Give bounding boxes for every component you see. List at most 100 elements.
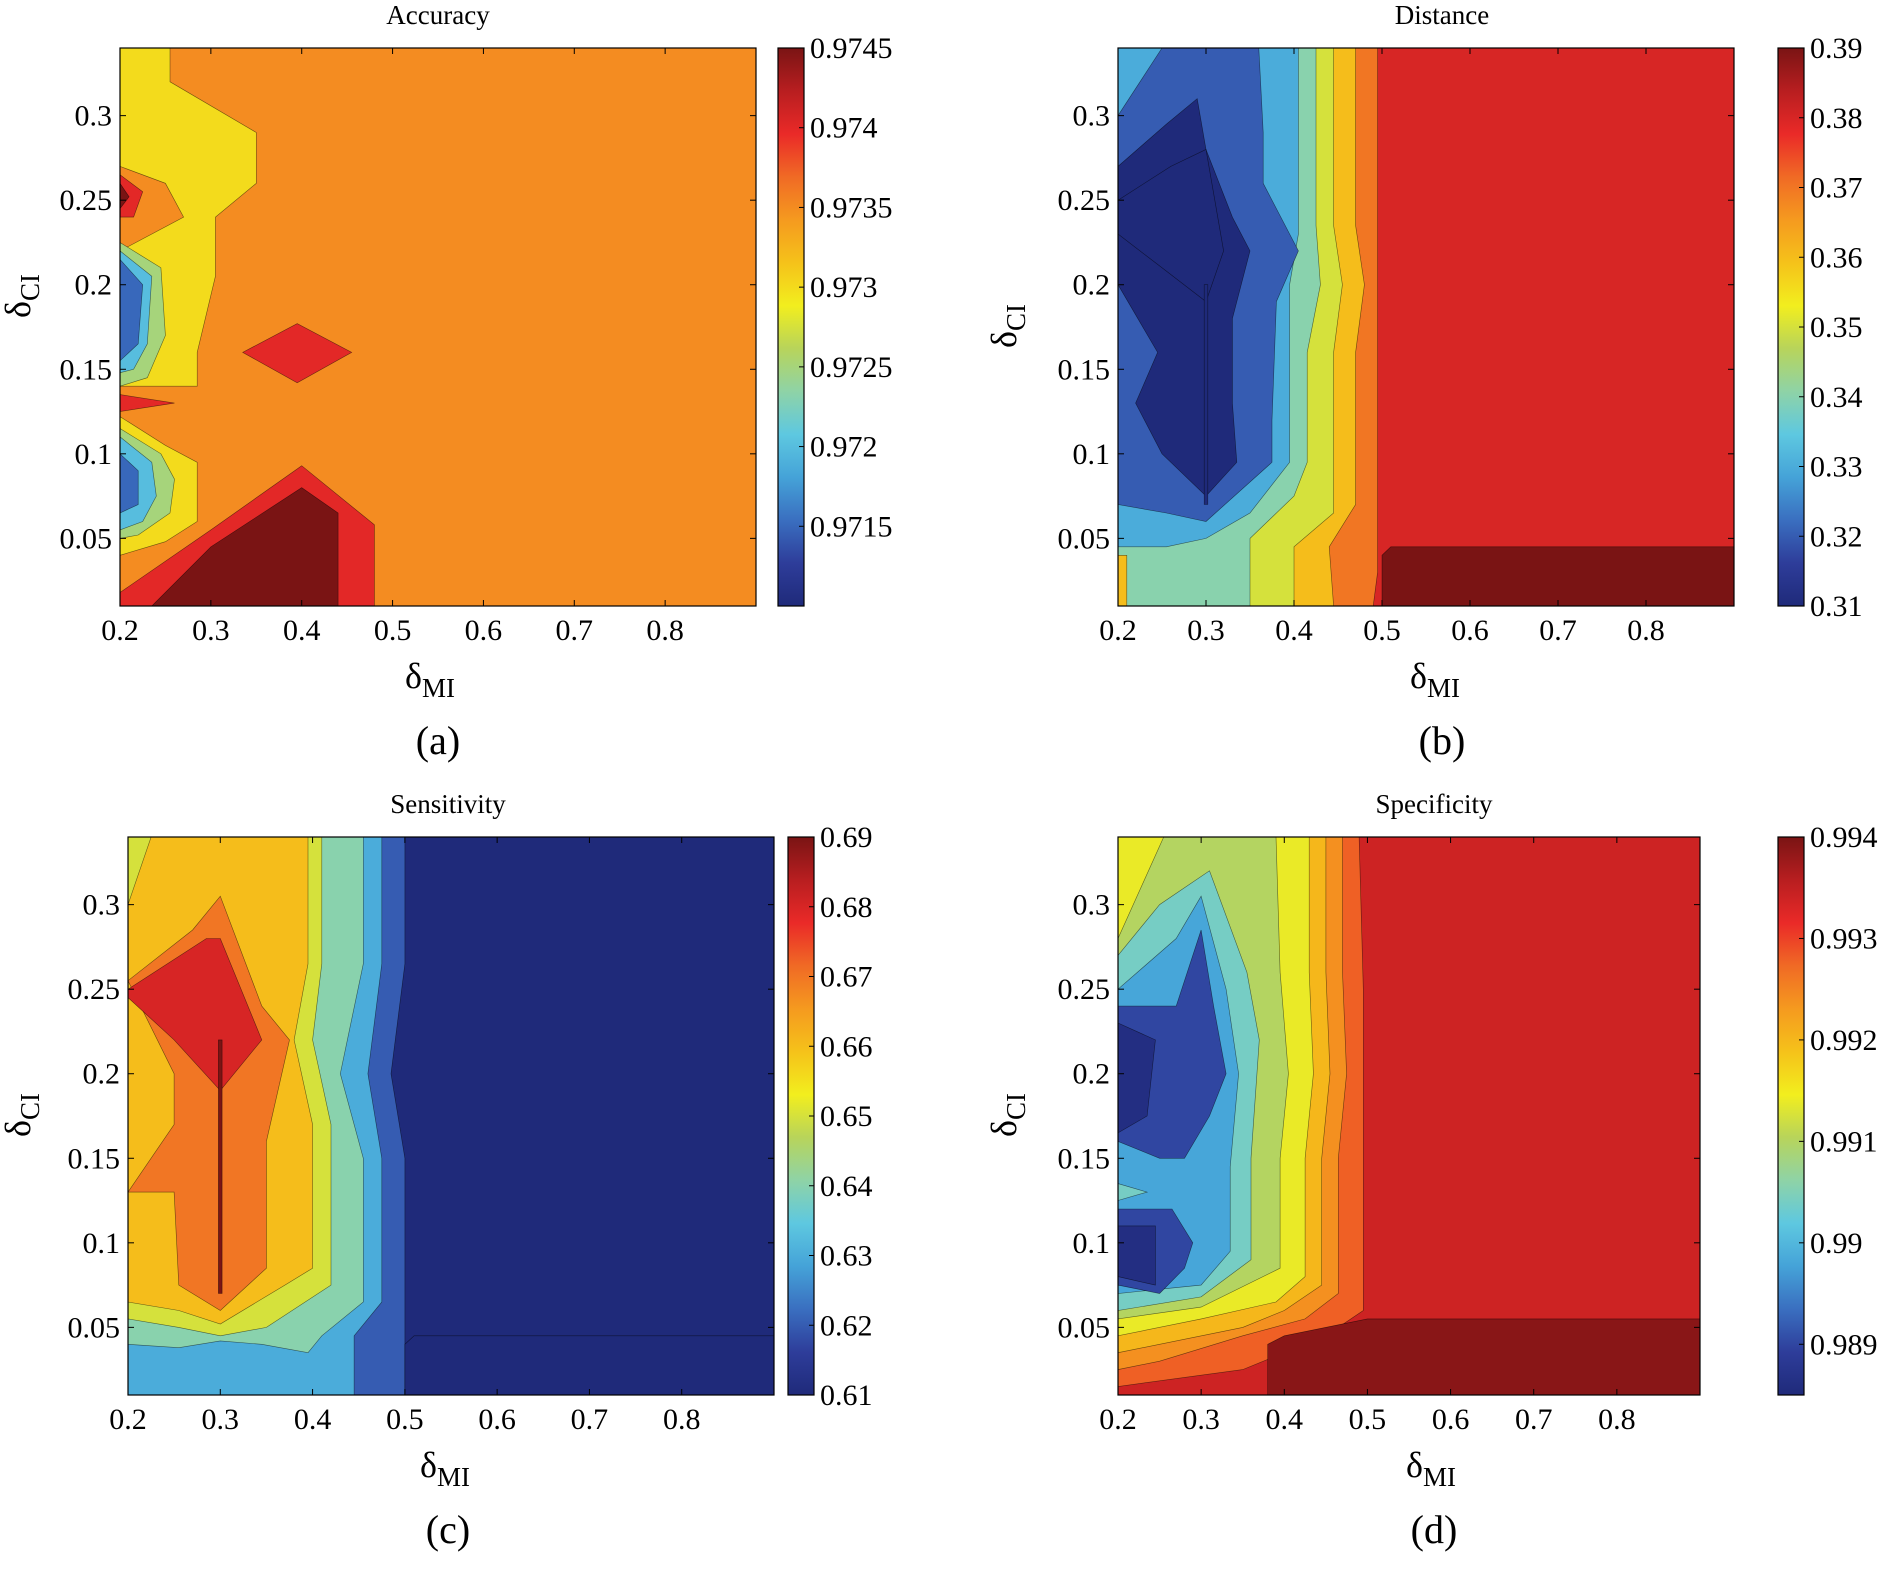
- contour-region-11: [1117, 1225, 1156, 1286]
- x-tick-label: 0.4: [283, 614, 321, 647]
- contour-region-8: [404, 1335, 775, 1396]
- colorbar: 0.9715 0.972 0.9725 0.973 0.9735 0.974 0.9745: [777, 32, 893, 607]
- contour-region-9: [1117, 554, 1128, 607]
- colorbar-tick-label: 0.36: [1810, 241, 1863, 274]
- x-axis-label: δMI: [1410, 656, 1460, 703]
- y-tick-label: 0.1: [1073, 1227, 1111, 1260]
- x-tick-label: 0.5: [1363, 614, 1401, 647]
- plot-frame: [127, 836, 775, 1396]
- contour-region-7: [218, 1039, 223, 1294]
- x-tick-label: 0.6: [465, 614, 503, 647]
- contour-region-10: [1381, 546, 1735, 607]
- contour-region-12: [1267, 1318, 1701, 1396]
- y-tick-label: 0.05: [68, 1311, 121, 1344]
- panel-caption: (c): [426, 1507, 470, 1552]
- colorbar-tick-label: 0.32: [1810, 520, 1863, 553]
- colorbar-tick-label: 0.991: [1810, 1125, 1878, 1158]
- x-tick-label: 0.6: [478, 1403, 516, 1436]
- y-tick-label: 0.15: [1058, 353, 1111, 386]
- chart-title: Distance: [1395, 0, 1489, 30]
- colorbar-tick-label: 0.972: [810, 431, 878, 464]
- x-tick-label: 0.6: [1451, 614, 1489, 647]
- panel-caption: (b): [1419, 718, 1466, 763]
- y-tick-label: 0.3: [1073, 100, 1111, 133]
- y-tick-labels: 0.05 0.1 0.15 0.2 0.25 0.3: [60, 100, 113, 556]
- y-tick-label: 0.05: [60, 522, 113, 555]
- y-tick-label: 0.3: [83, 889, 121, 922]
- sensitivity-chart-svg: Sensitivity 0.2 0.3 0.4 0.5 0.6 0.7 0.8 0.050.…: [0, 789, 873, 1552]
- plot-frame: [1117, 836, 1701, 1396]
- colorbar-tick-label: 0.9725: [810, 351, 893, 384]
- x-tick-labels: 0.2 0.3 0.4 0.5 0.6 0.7 0.8: [1099, 1403, 1635, 1436]
- colorbar: 0.989 0.99 0.991 0.992 0.993 0.994: [1777, 821, 1878, 1396]
- chart-title: Sensitivity: [390, 789, 506, 819]
- x-tick-label: 0.3: [192, 614, 230, 647]
- colorbar: 0.61 0.62 0.63 0.64 0.65 0.66 0.67 0.68 0.69: [787, 821, 873, 1412]
- x-tick-label: 0.3: [202, 1403, 240, 1436]
- colorbar-gradient: [777, 47, 805, 607]
- x-axis-label: δMI: [1406, 1445, 1456, 1492]
- colorbar-tick-label: 0.34: [1810, 381, 1863, 414]
- y-tick-label: 0.25: [68, 973, 121, 1006]
- colorbar-tick-label: 0.64: [820, 1170, 873, 1203]
- chart-title: Accuracy: [386, 0, 490, 30]
- colorbar-tick-label: 0.99: [1810, 1227, 1863, 1260]
- y-tick-labels: 0.05 0.1 0.15 0.2 0.25 0.3: [1058, 889, 1111, 1345]
- x-tick-label: 0.5: [374, 614, 412, 647]
- x-tick-label: 0.4: [1266, 1403, 1304, 1436]
- panel-b-distance: Distance 0.2 0.3 0.4 0.5 0.6 0.7 0.8 0.05 0.1 0.…: [950, 0, 1900, 788]
- contour-plot: [1117, 836, 1701, 1396]
- contour-region-7: [242, 323, 353, 384]
- distance-chart-svg: Distance 0.2 0.3 0.4 0.5 0.6 0.7 0.8 0.050.10.…: [984, 0, 1863, 763]
- colorbar-tick-label: 0.989: [1810, 1328, 1878, 1361]
- contour-region-7: [1117, 149, 1224, 303]
- plot-frame: [119, 47, 757, 607]
- x-tick-label: 0.7: [1539, 614, 1577, 647]
- y-tick-labels: 0.05 0.1 0.15 0.2 0.25 0.3: [68, 889, 121, 1345]
- panel-c-sensitivity: Sensitivity 0.2 0.3 0.4 0.5 0.6 0.7 0.8 0.05 0.…: [0, 789, 950, 1577]
- colorbar-tick-label: 0.35: [1810, 311, 1863, 344]
- x-tick-label: 0.7: [1515, 1403, 1553, 1436]
- colorbar-tick-label: 0.69: [820, 821, 873, 854]
- x-tick-label: 0.2: [101, 614, 139, 647]
- x-tick-label: 0.8: [663, 1403, 701, 1436]
- colorbar-tick-label: 0.66: [820, 1030, 873, 1063]
- colorbar-tick-label: 0.62: [820, 1309, 873, 1342]
- y-axis-label: δCI: [984, 1093, 1031, 1137]
- colorbar-tick-label: 0.992: [1810, 1024, 1878, 1057]
- panel-a-accuracy: Accuracy 0.2 0.3 0.4 0.5 0.6 0.7 0.8 0.05 0.1 0.…: [0, 0, 950, 788]
- y-tick-label: 0.15: [60, 353, 113, 386]
- y-tick-label: 0.2: [1073, 269, 1111, 302]
- y-tick-label: 0.15: [1058, 1142, 1111, 1175]
- colorbar-tick-label: 0.38: [1810, 102, 1863, 135]
- colorbar-tick-label: 0.9715: [810, 510, 893, 543]
- y-tick-label: 0.3: [1073, 889, 1111, 922]
- x-tick-label: 0.4: [294, 1403, 332, 1436]
- x-tick-labels: 0.2 0.3 0.4 0.5 0.6 0.7 0.8: [1099, 614, 1665, 647]
- colorbar-tick-label: 0.67: [820, 961, 873, 994]
- x-axis-label: δMI: [420, 1445, 470, 1492]
- colorbar-tick-label: 0.994: [1810, 821, 1878, 854]
- x-tick-label: 0.8: [1627, 614, 1665, 647]
- accuracy-chart-svg: Accuracy 0.2 0.3 0.4 0.5 0.6 0.7 0.8 0.050.10.…: [0, 0, 893, 763]
- y-tick-label: 0.25: [1058, 973, 1111, 1006]
- y-tick-label: 0.3: [75, 100, 113, 133]
- colorbar-tick-label: 0.39: [1810, 32, 1863, 65]
- x-tick-label: 0.3: [1187, 614, 1225, 647]
- y-tick-label: 0.2: [83, 1058, 121, 1091]
- y-tick-label: 0.05: [1058, 522, 1111, 555]
- colorbar-tick-label: 0.9735: [810, 191, 893, 224]
- colorbar-tick-label: 0.974: [810, 112, 878, 145]
- y-axis-label: δCI: [0, 1093, 45, 1137]
- x-tick-label: 0.8: [1598, 1403, 1636, 1436]
- contour-plot: [127, 836, 775, 1396]
- colorbar: 0.31 0.32 0.33 0.34 0.35 0.36 0.37 0.38 0.39: [1777, 32, 1863, 623]
- x-tick-label: 0.5: [386, 1403, 424, 1436]
- colorbar-tick-label: 0.973: [810, 271, 878, 304]
- y-tick-label: 0.05: [1058, 1311, 1111, 1344]
- x-tick-labels: 0.2 0.3 0.4 0.5 0.6 0.7 0.8: [109, 1403, 700, 1436]
- x-tick-label: 0.2: [1099, 1403, 1137, 1436]
- y-tick-label: 0.15: [68, 1142, 121, 1175]
- x-tick-label: 0.6: [1432, 1403, 1470, 1436]
- colorbar-tick-label: 0.993: [1810, 922, 1878, 955]
